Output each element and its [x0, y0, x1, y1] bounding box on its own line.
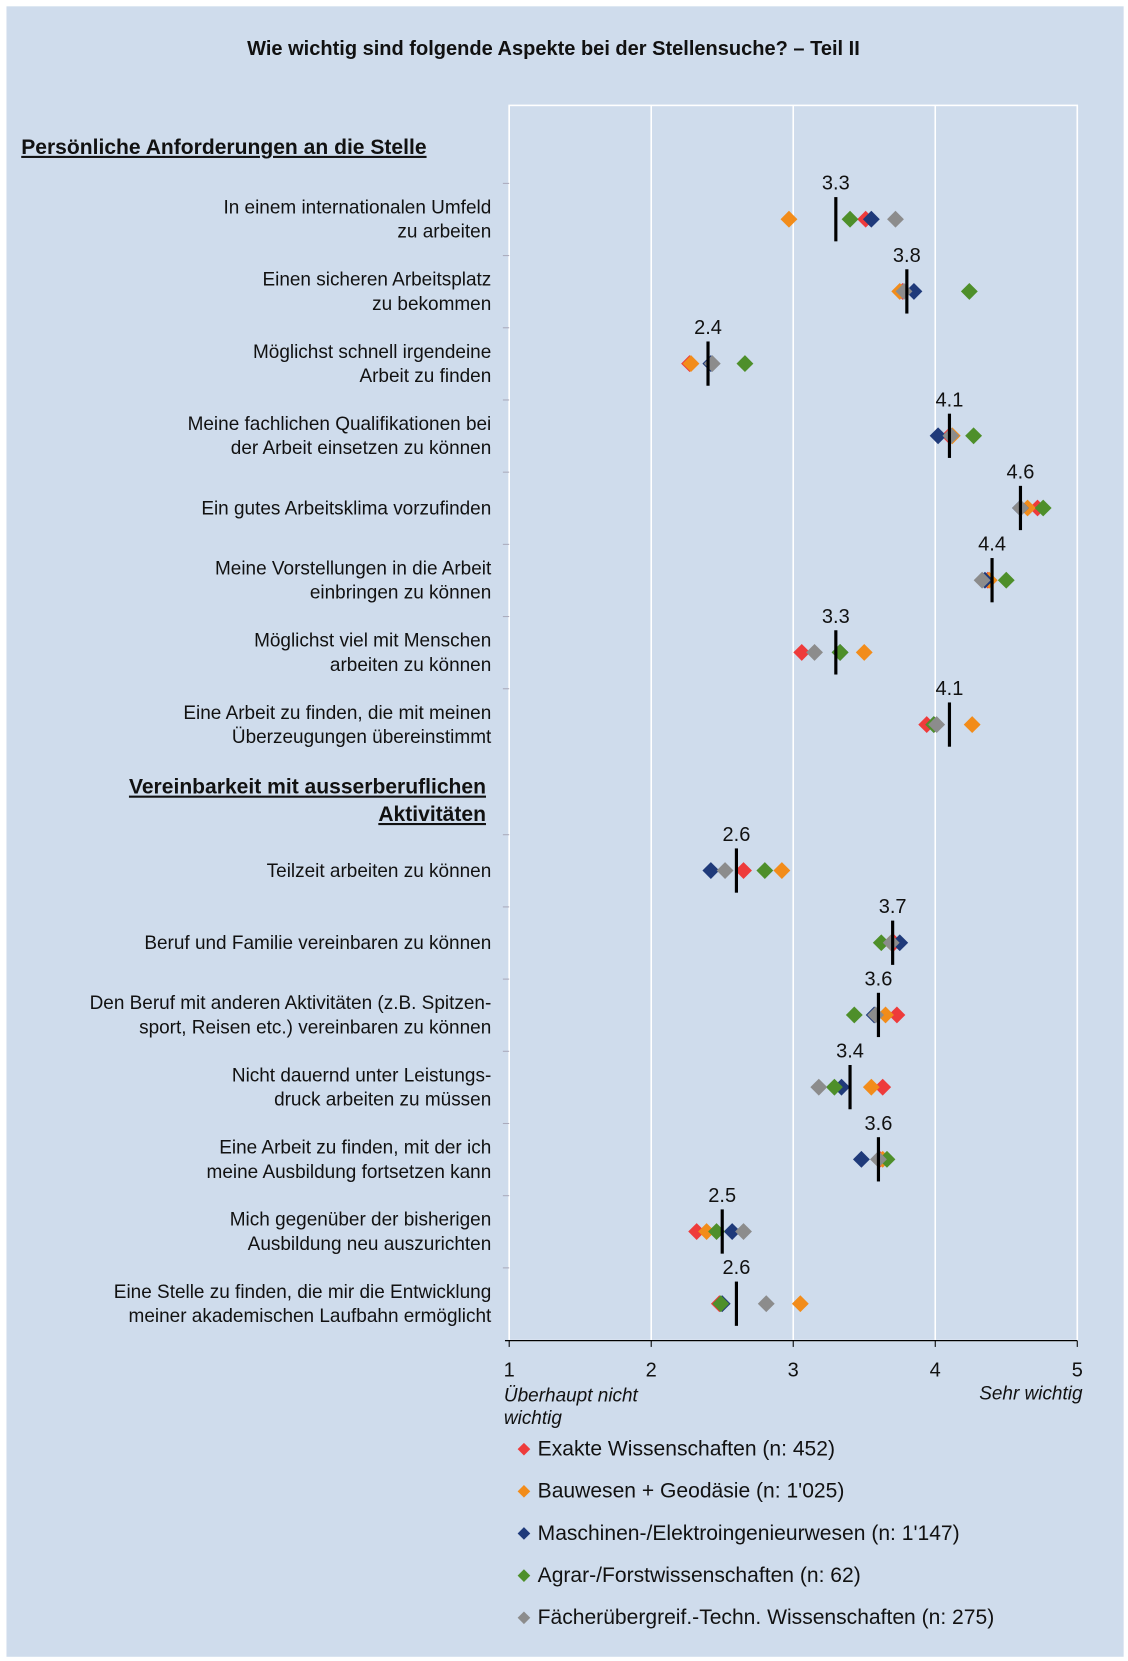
- mean-label: 2.6: [723, 1257, 751, 1279]
- dot: [756, 862, 774, 879]
- x-tick-label: 3: [788, 1359, 799, 1381]
- mean-label: 3.3: [822, 606, 850, 628]
- chart-title: Wie wichtig sind folgende Aspekte bei de…: [247, 38, 860, 60]
- dot: [845, 1006, 863, 1024]
- x-tick-label: 4: [930, 1359, 941, 1381]
- mean-label: 2.6: [723, 824, 751, 846]
- mean-label: 3.8: [893, 245, 921, 267]
- category-label: Den Beruf mit anderen Aktivitäten (z.B. …: [90, 993, 492, 1038]
- dot: [810, 1078, 828, 1096]
- category-label: Mich gegenüber der bisherigen Ausbildung …: [230, 1210, 492, 1255]
- dot: [702, 862, 720, 879]
- category-label: Eine Arbeit zu finden, mit der ich meine …: [207, 1138, 492, 1183]
- category-label: Teilzeit arbeiten zu können: [267, 861, 492, 882]
- dot: [735, 1223, 752, 1240]
- mean-label: 4.6: [1007, 461, 1035, 483]
- category-label: Möglichst viel mit Menschen arbeiten zu k…: [254, 631, 491, 676]
- panel-background: [6, 6, 1124, 1657]
- mean-label: 2.4: [694, 317, 722, 339]
- dot: [928, 716, 946, 734]
- mean-label: 3.6: [865, 1113, 893, 1135]
- category-label: Meine Vorstellungen in die Arbeit einbrin…: [215, 558, 492, 603]
- dot: [874, 1078, 892, 1096]
- category-label: Eine Arbeit zu finden, die mit meinen Übe…: [183, 703, 492, 748]
- dot: [716, 862, 734, 879]
- dot: [965, 427, 983, 445]
- dot: [806, 643, 823, 661]
- legend-label: Maschinen-/Elektroingenieurwesen (n: 1'1…: [538, 1522, 960, 1545]
- dot: [877, 1006, 894, 1024]
- mean-label: 4.1: [936, 389, 964, 411]
- dot: [929, 427, 947, 445]
- legend-label: Fächerübergreif.-Techn. Wissenschaften (…: [538, 1606, 995, 1629]
- legend-label: Exakte Wissenschaften (n: 452): [538, 1437, 835, 1460]
- mean-label: 4.1: [936, 678, 964, 700]
- dot: [712, 1295, 730, 1313]
- mean-label: 2.5: [708, 1185, 736, 1207]
- mean-label: 3.3: [822, 173, 850, 195]
- x-high-label: Sehr wichtig: [979, 1384, 1083, 1405]
- category-label: In einem internationalen Umfeld zu arbeit…: [223, 197, 491, 242]
- mean-label: 3.7: [879, 896, 907, 918]
- group-header: Vereinbarkeit mit ausserberuflichen Aktiv…: [129, 776, 486, 826]
- category-label: Nicht dauernd unter Leistungs-druck arbe…: [232, 1065, 491, 1110]
- dot: [841, 210, 859, 228]
- dot: [688, 1223, 706, 1240]
- mean-label: 3.6: [865, 968, 893, 990]
- legend-marker: [517, 1527, 531, 1540]
- dot: [791, 1295, 809, 1313]
- category-label: Einen sicheren Arbeitsplatz zu bekommen: [262, 270, 491, 315]
- dot: [973, 571, 991, 589]
- category-label: Beruf und Familie vereinbaren zu können: [144, 933, 491, 954]
- mean-label: 4.4: [978, 534, 1006, 556]
- group-header: Persönliche Anforderungen an die Stelle: [21, 136, 426, 159]
- legend-label: Agrar-/Forstwissenschaften (n: 62): [538, 1564, 861, 1587]
- category-label: Möglichst schnell irgendeine Arbeit zu fi…: [253, 342, 491, 387]
- x-tick-label: 5: [1072, 1359, 1083, 1381]
- dot: [698, 1223, 716, 1240]
- dot: [757, 1295, 775, 1313]
- x-tick-label: 2: [646, 1359, 657, 1381]
- dot: [997, 571, 1015, 589]
- x-low-label: Überhaupt nicht wichtig: [504, 1386, 639, 1429]
- x-tick-label: 1: [504, 1359, 515, 1381]
- category-label: Ein gutes Arbeitsklima vorzufinden: [201, 498, 491, 519]
- mean-label: 3.4: [836, 1041, 864, 1063]
- dot: [862, 1078, 880, 1096]
- legend-marker: [517, 1442, 531, 1456]
- dot: [723, 1223, 741, 1240]
- dot: [825, 1078, 843, 1096]
- dot: [773, 862, 791, 879]
- legend-label: Bauwesen + Geodäsie (n: 1'025): [538, 1480, 845, 1503]
- dot: [793, 643, 811, 661]
- category-label: Eine Stelle zu finden, die mir die Entwi…: [114, 1282, 492, 1327]
- dot: [735, 862, 752, 879]
- legend-marker: [517, 1611, 531, 1625]
- category-label: Meine fachlichen Qualifikationen bei der …: [188, 414, 492, 459]
